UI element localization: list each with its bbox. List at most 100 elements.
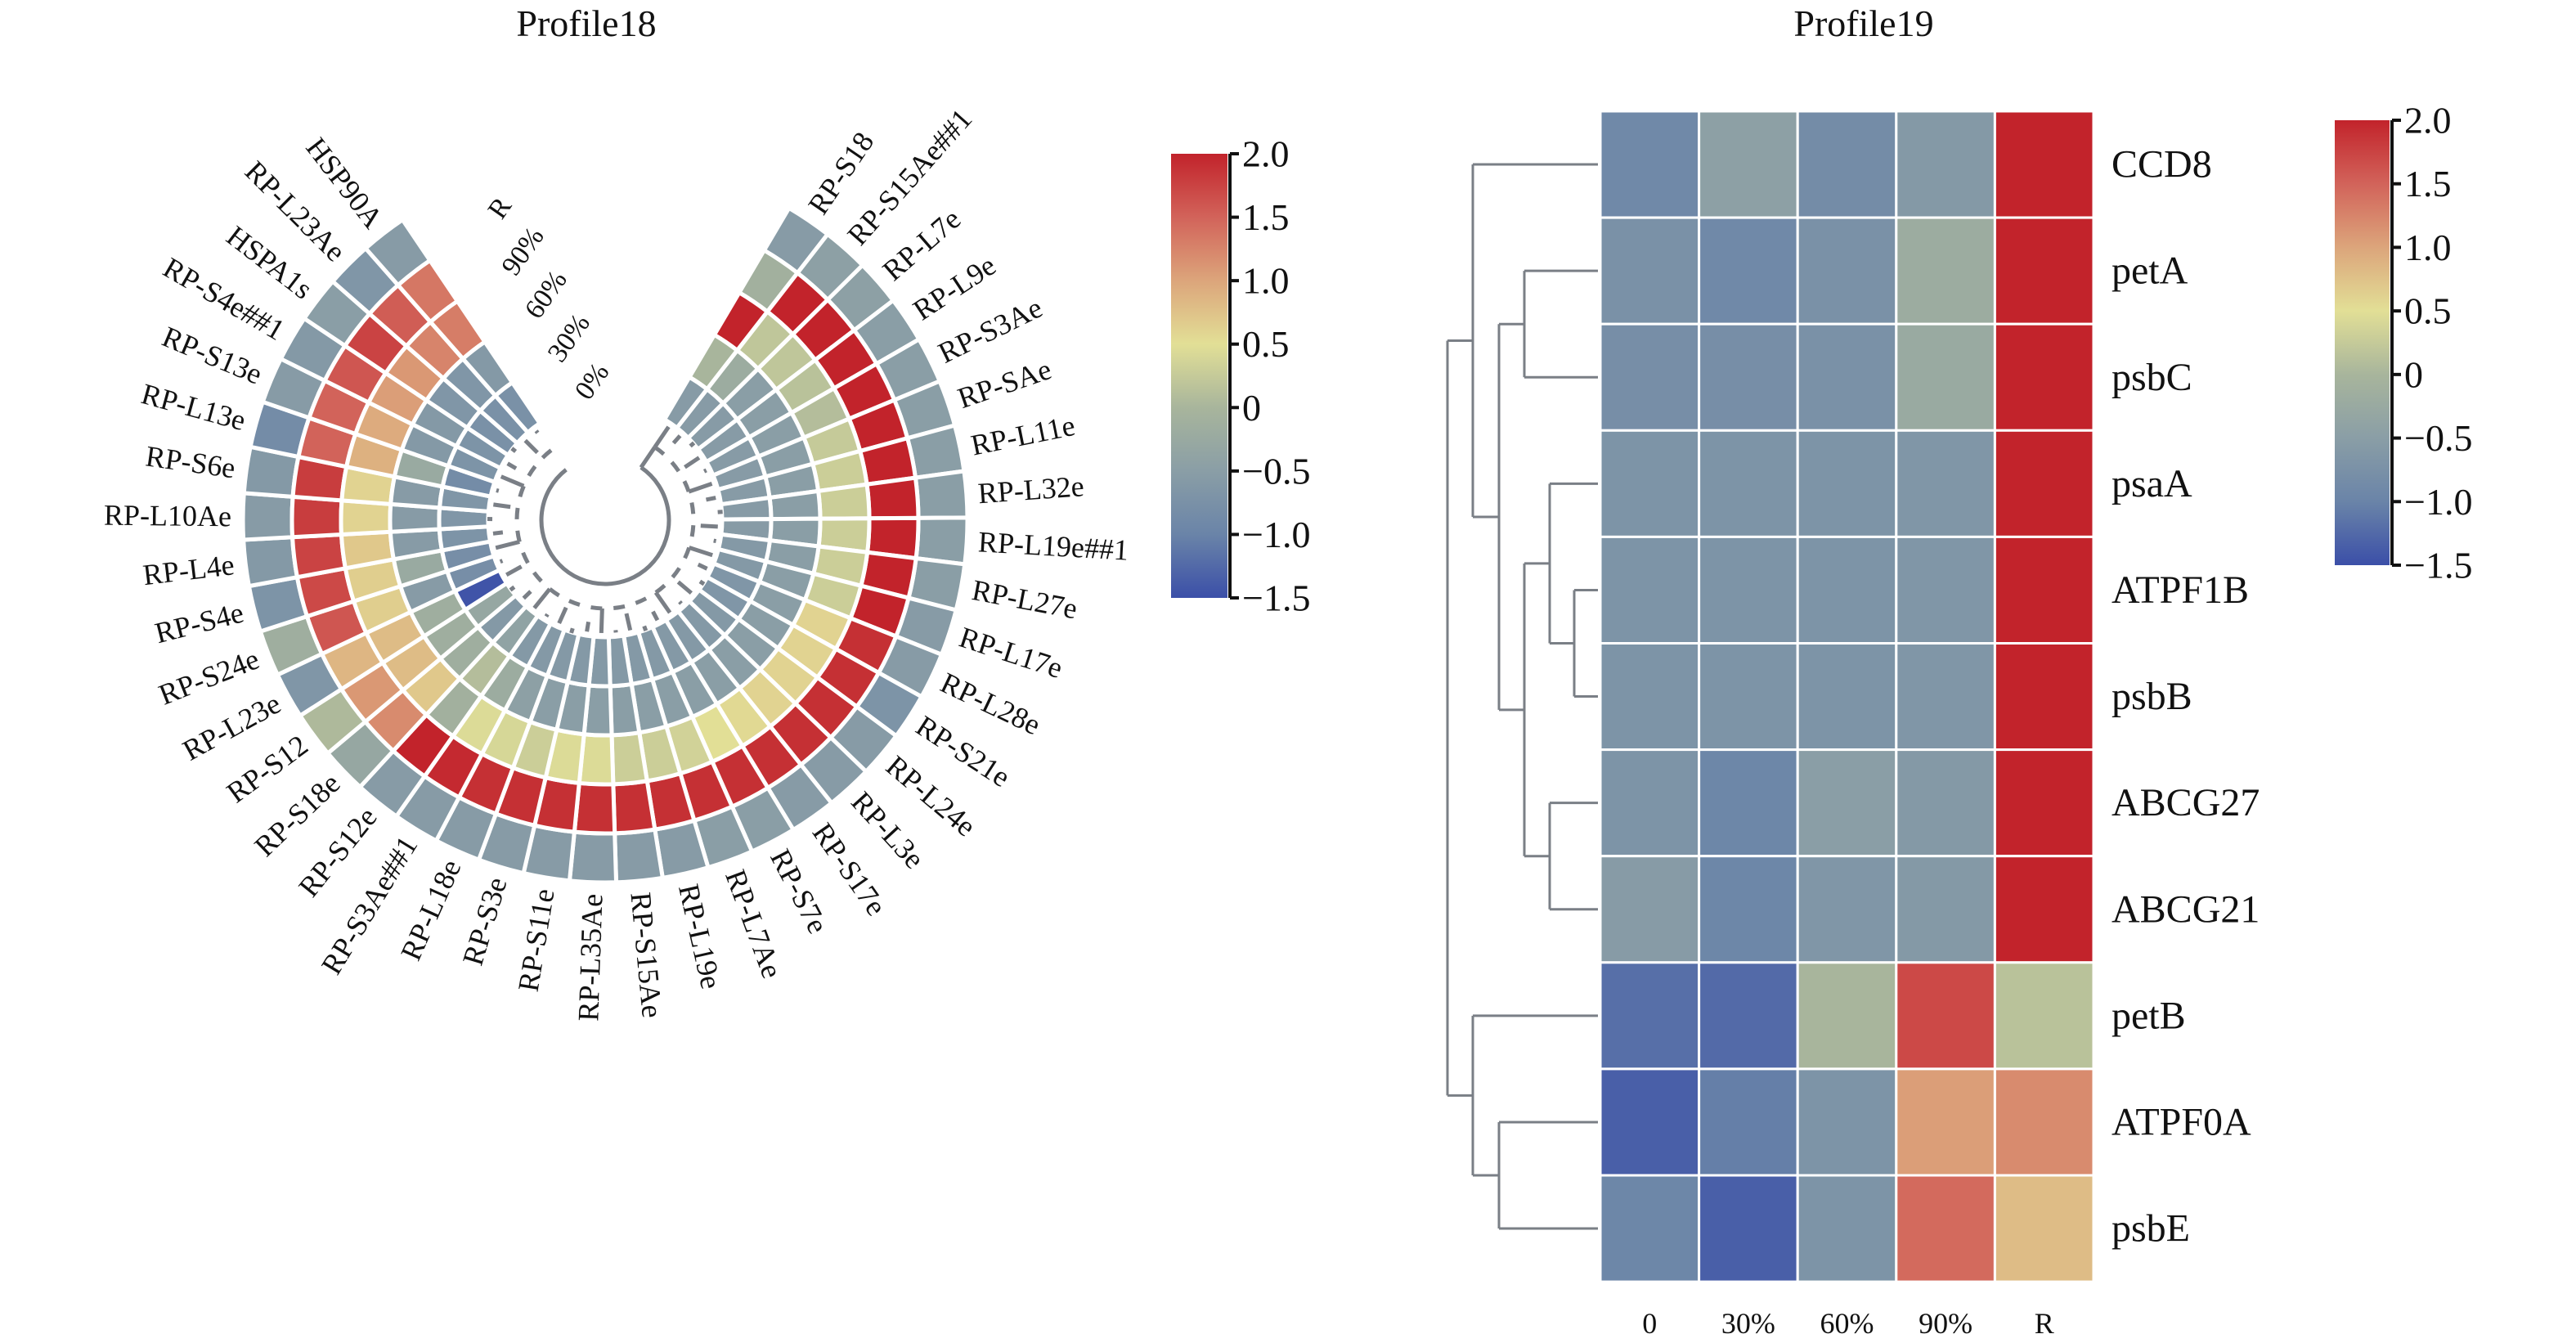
dendrogram-branch (671, 567, 681, 579)
dendrogram-branch (518, 485, 526, 498)
heatmap-cell (815, 482, 872, 521)
heatmap-cell (1895, 748, 1996, 858)
heatmap-cell (1993, 110, 2095, 219)
row-label: ATPF1B (2112, 568, 2249, 612)
dendrogram-branch (697, 562, 708, 571)
heatmap-cell (1698, 429, 1799, 538)
row-label: ABCG21 (2112, 887, 2260, 931)
dendrogram-branch (568, 599, 581, 607)
heatmap-cell (1993, 642, 2095, 752)
heatmap-cell (611, 779, 657, 836)
heatmap-cells (1599, 110, 2095, 1283)
heatmap-cell (289, 532, 348, 580)
dendrogram-branch (492, 502, 511, 510)
heatmap-cell (1599, 216, 1701, 326)
heatmap-cell (1796, 1174, 1898, 1283)
heatmap-cell (1993, 322, 2095, 432)
heatmap-cell (289, 494, 344, 540)
heatmap-cell (1895, 110, 1996, 219)
heatmap-cell (1993, 855, 2095, 964)
dendrogram-branch (651, 610, 660, 622)
heatmap-cell (1698, 855, 1799, 964)
heatmap-cell (492, 380, 543, 436)
heatmap-cell (864, 475, 921, 521)
heatmap-cell (1599, 642, 1701, 752)
dendrogram-branch (702, 468, 707, 474)
row-label: petA (2112, 249, 2188, 293)
dendrogram-branch (599, 608, 604, 634)
row-label: psaA (2112, 462, 2192, 505)
colorbar-tick-label: 1.5 (2404, 163, 2452, 204)
colorbar-tick-label: 0.5 (1242, 323, 1290, 365)
row-label: CCD8 (2112, 143, 2212, 186)
heatmap-cell (1796, 429, 1898, 538)
heatmap-cell (1698, 535, 1799, 645)
heatmap-cell (1599, 748, 1701, 858)
dendrogram-branch (505, 564, 523, 577)
gene-label: RP-L13e (138, 377, 249, 437)
colorbar-tick-label: 1.0 (2404, 227, 2452, 268)
dendrogram-branch (532, 587, 552, 609)
heatmap-cell (1895, 961, 1996, 1071)
circular-heatmap-panel: Profile18 RP-S18RP-S15Ae##1RP-L7eRP-L9eR… (104, 2, 1311, 1022)
dendrogram-branch (509, 585, 516, 592)
heatmap-cell (1796, 642, 1898, 752)
colorbar-tick-label: 1.0 (1242, 260, 1290, 302)
heatmap-cell (767, 488, 823, 522)
heatmap-cell (1599, 1067, 1701, 1177)
gene-label: RP-S11e (512, 887, 561, 994)
heatmap-cell (1698, 322, 1799, 432)
heatmap-cell (241, 535, 300, 589)
dendrogram-branch (532, 571, 543, 583)
dendrogram-branch (613, 604, 626, 611)
column-dendrogram (487, 425, 723, 634)
dendrogram-branch (678, 600, 683, 605)
heatmap-cell (1895, 429, 1996, 538)
heatmap-cell (339, 529, 397, 571)
dendrogram-branch (510, 447, 518, 453)
heatmap-cell (1993, 1067, 2095, 1177)
heatmap-cell (1993, 429, 2095, 538)
gene-label: RP-L19e##1 (977, 525, 1129, 567)
chart-title: Profile19 (1793, 2, 1933, 44)
heatmap-cell (1599, 322, 1701, 432)
heatmap-cell (1895, 1067, 1996, 1177)
dendrogram-branch (585, 621, 591, 632)
colorbar-tick-label: −1.5 (1242, 577, 1310, 619)
dendrogram-root (539, 465, 671, 586)
gene-label: RP-L4e (141, 548, 236, 591)
heatmap-cell (1698, 961, 1799, 1071)
heatmap-cell (1895, 1174, 1996, 1283)
heatmap-cell (1599, 429, 1701, 538)
heatmap-cell (1796, 322, 1898, 432)
row-label: petB (2112, 994, 2186, 1037)
gene-label: RP-S6e (144, 439, 238, 484)
dendrogram-branch (499, 559, 504, 564)
dendrogram-branch (496, 488, 500, 493)
heatmap-cell (1796, 535, 1898, 645)
dendrogram-branch (514, 507, 520, 519)
heatmap-cell (1698, 1067, 1799, 1177)
colorbar-tick-label: 0 (1242, 387, 1261, 429)
dendrogram-branch (515, 530, 522, 543)
heatmap-cell (1796, 216, 1898, 326)
ring-label: R (482, 191, 518, 224)
dendrogram-branch (541, 448, 553, 460)
colorbar-tick-label: 0 (2404, 353, 2423, 395)
rect-heatmap-panel: Profile19 CCD8 petA psbC psaA ATPF1B psbB ABCG… (1446, 2, 2472, 1340)
colorbar: 2.0 1.5 1.0 0.5 0 −0.5 −1.0 −1.5 (1171, 133, 1310, 619)
ring-label: 60% (519, 265, 573, 324)
row-dendrogram (1446, 163, 1598, 1230)
heatmap-cell (609, 730, 650, 787)
colorbar-tick-label: 2.0 (1242, 133, 1290, 175)
heatmap-cell (1895, 855, 1996, 964)
column-label: 0 (1642, 1307, 1657, 1340)
row-label: ABCG27 (2112, 781, 2260, 824)
heatmap-cell (1796, 1067, 1898, 1177)
dendrogram-branch (653, 425, 671, 449)
heatmap-cell (1993, 961, 2095, 1071)
dendrogram-branch (676, 580, 693, 595)
column-label: 60% (1820, 1307, 1874, 1340)
colorbar-gradient (2335, 120, 2390, 565)
